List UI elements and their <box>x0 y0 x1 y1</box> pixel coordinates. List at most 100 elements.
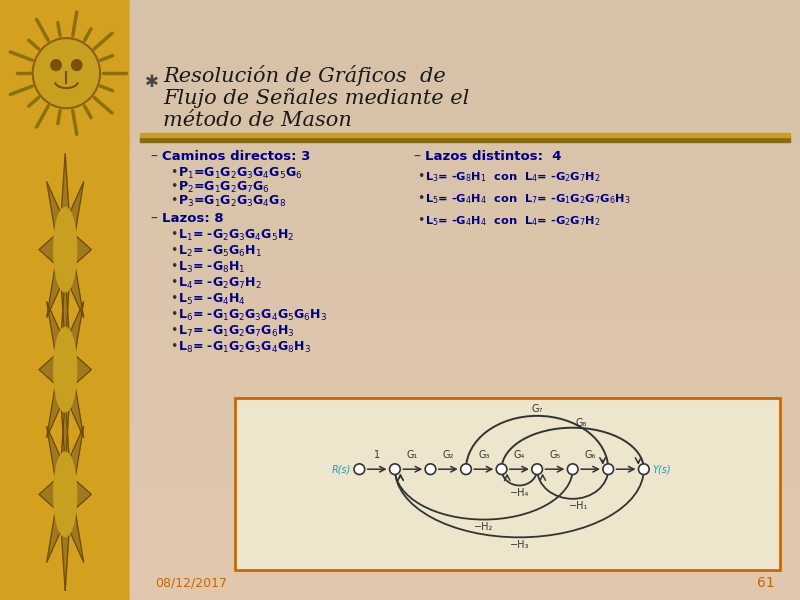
Text: −H₃: −H₃ <box>510 540 529 550</box>
Bar <box>130 210 800 220</box>
Bar <box>130 80 800 90</box>
Text: –: – <box>150 150 157 164</box>
Circle shape <box>567 464 578 475</box>
Bar <box>130 480 800 490</box>
Text: G₄: G₄ <box>514 450 525 460</box>
Bar <box>130 110 800 120</box>
Text: •: • <box>170 276 178 289</box>
Text: L$_4$= -G$_2$G$_7$H$_2$: L$_4$= -G$_2$G$_7$H$_2$ <box>178 276 262 291</box>
Text: •: • <box>170 244 178 257</box>
Text: L$_6$= -G$_1$G$_2$G$_3$G$_4$G$_5$G$_6$H$_3$: L$_6$= -G$_1$G$_2$G$_3$G$_4$G$_5$G$_6$H$… <box>178 308 327 323</box>
Bar <box>130 340 800 350</box>
Circle shape <box>33 38 100 109</box>
Text: Lazos: 8: Lazos: 8 <box>162 212 224 225</box>
Bar <box>130 580 800 590</box>
Text: L$_1$= -G$_2$G$_3$G$_4$G$_5$H$_2$: L$_1$= -G$_2$G$_3$G$_4$G$_5$H$_2$ <box>178 228 294 243</box>
Circle shape <box>638 464 649 475</box>
Circle shape <box>71 60 82 70</box>
Bar <box>130 470 800 480</box>
Bar <box>130 180 800 190</box>
Text: G₅: G₅ <box>550 450 561 460</box>
Bar <box>130 460 800 470</box>
Circle shape <box>496 464 507 475</box>
Bar <box>130 590 800 600</box>
Bar <box>130 50 800 60</box>
Bar <box>130 270 800 280</box>
Text: G₁: G₁ <box>407 450 418 460</box>
Bar <box>130 190 800 200</box>
Text: –: – <box>150 212 157 226</box>
Text: −H₂: −H₂ <box>474 522 494 532</box>
Bar <box>130 230 800 240</box>
Polygon shape <box>39 154 91 346</box>
Text: –: – <box>413 150 420 164</box>
Bar <box>130 10 800 20</box>
Bar <box>130 140 800 150</box>
Text: Resolución de Gráficos  de: Resolución de Gráficos de <box>163 65 446 86</box>
Bar <box>130 400 800 410</box>
Text: −H₁: −H₁ <box>569 501 588 511</box>
Text: R(s): R(s) <box>332 464 351 474</box>
Bar <box>140 137 790 142</box>
Text: •: • <box>170 324 178 337</box>
Text: •: • <box>170 260 178 273</box>
Bar <box>140 133 790 137</box>
Bar <box>130 240 800 250</box>
Bar <box>130 490 800 500</box>
Bar <box>130 530 800 540</box>
Text: L$_2$= -G$_5$G$_6$H$_1$: L$_2$= -G$_5$G$_6$H$_1$ <box>178 244 262 259</box>
Bar <box>130 560 800 570</box>
Text: •: • <box>170 228 178 241</box>
Text: L$_7$= -G$_1$G$_2$G$_7$G$_6$H$_3$: L$_7$= -G$_1$G$_2$G$_7$G$_6$H$_3$ <box>178 324 294 339</box>
Circle shape <box>390 464 400 475</box>
Bar <box>130 290 800 300</box>
Text: Y(s): Y(s) <box>652 464 670 474</box>
Bar <box>130 320 800 330</box>
Circle shape <box>51 60 62 70</box>
Bar <box>130 450 800 460</box>
Text: G₂: G₂ <box>442 450 454 460</box>
Bar <box>130 300 800 310</box>
Bar <box>130 570 800 580</box>
Bar <box>130 220 800 230</box>
Text: P$_1$=G$_1$G$_2$G$_3$G$_4$G$_5$G$_6$: P$_1$=G$_1$G$_2$G$_3$G$_4$G$_5$G$_6$ <box>178 166 302 181</box>
Bar <box>130 0 800 10</box>
Bar <box>130 40 800 50</box>
Text: G₇: G₇ <box>531 404 543 415</box>
Bar <box>130 200 800 210</box>
Circle shape <box>461 464 471 475</box>
Text: •: • <box>417 192 424 205</box>
Text: 1: 1 <box>374 450 380 460</box>
Bar <box>130 370 800 380</box>
Bar <box>130 380 800 390</box>
Bar <box>130 260 800 270</box>
Bar <box>130 350 800 360</box>
Polygon shape <box>39 398 91 590</box>
Text: •: • <box>417 214 424 227</box>
Text: •: • <box>170 194 178 207</box>
Text: •: • <box>170 166 178 179</box>
Text: 61: 61 <box>758 576 775 590</box>
Bar <box>130 30 800 40</box>
Bar <box>130 430 800 440</box>
Bar <box>130 100 800 110</box>
Text: L$_5$= -G$_4$H$_4$  con  L$_7$= -G$_1$G$_2$G$_7$G$_6$H$_3$: L$_5$= -G$_4$H$_4$ con L$_7$= -G$_1$G$_2… <box>425 192 630 206</box>
Text: Caminos directos: 3: Caminos directos: 3 <box>162 150 310 163</box>
Bar <box>130 440 800 450</box>
Bar <box>130 160 800 170</box>
Bar <box>130 330 800 340</box>
Text: P$_2$=G$_1$G$_2$G$_7$G$_6$: P$_2$=G$_1$G$_2$G$_7$G$_6$ <box>178 180 270 195</box>
Text: L$_3$= -G$_8$H$_1$: L$_3$= -G$_8$H$_1$ <box>178 260 246 275</box>
Polygon shape <box>39 274 91 466</box>
Circle shape <box>54 208 77 292</box>
Text: G₆: G₆ <box>585 450 596 460</box>
Bar <box>130 310 800 320</box>
Circle shape <box>603 464 614 475</box>
Text: •: • <box>170 308 178 321</box>
Bar <box>130 420 800 430</box>
Bar <box>130 500 800 510</box>
Bar <box>130 360 800 370</box>
Bar <box>130 90 800 100</box>
Bar <box>130 250 800 260</box>
Bar <box>130 390 800 400</box>
